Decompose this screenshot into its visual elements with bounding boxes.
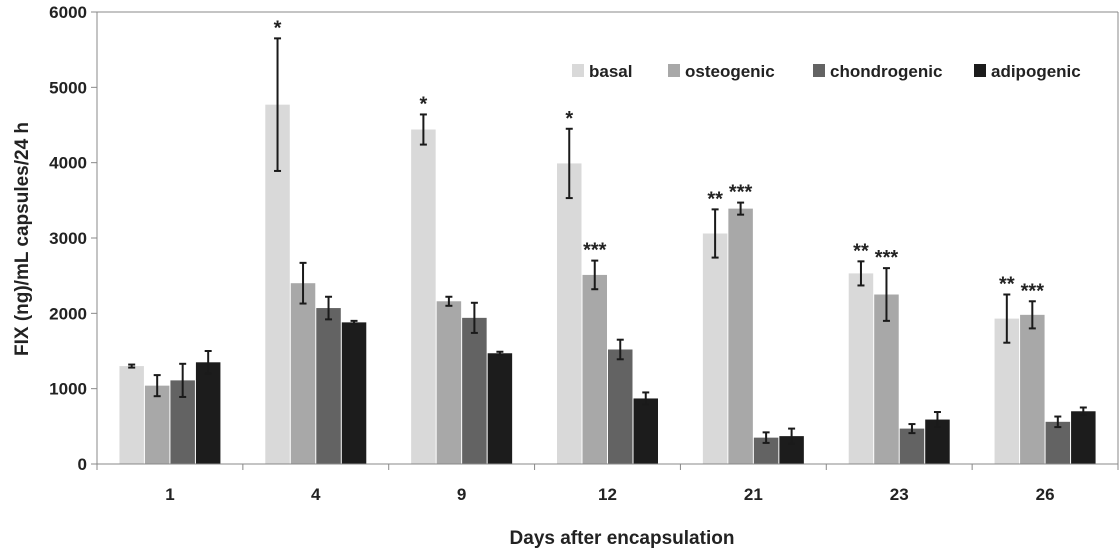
axes: 0 1000 2000 3000 4000 5000 6000 1 4 9 12 21 23 26 — [49, 3, 1119, 504]
bar-chondrogenic — [608, 349, 633, 464]
x-axis-title: Days after encapsulation — [510, 528, 735, 549]
legend-swatch-basal — [572, 64, 584, 77]
bar-chondrogenic — [899, 428, 925, 464]
bar-basal — [411, 129, 436, 464]
x-tick-label: 21 — [744, 485, 763, 504]
y-tick-label: 0 — [78, 455, 87, 474]
y-tick-label: 3000 — [49, 229, 87, 248]
significance-label: *** — [583, 240, 607, 262]
plot-area: ********************* — [119, 17, 1096, 465]
bar-chondrogenic — [462, 317, 487, 464]
y-tick-label: 1000 — [49, 380, 87, 399]
significance-label: * — [274, 17, 282, 39]
x-tick-label: 9 — [457, 485, 466, 504]
bar-osteogenic — [728, 208, 753, 464]
legend-swatch-chondrogenic — [813, 64, 825, 77]
x-tick-label: 23 — [890, 485, 909, 504]
bar-basal — [702, 233, 728, 464]
y-tick-label: 4000 — [49, 154, 87, 173]
x-tick-label: 1 — [165, 485, 174, 504]
bar-osteogenic — [144, 385, 170, 464]
bar-basal — [848, 273, 874, 464]
significance-label: ** — [999, 274, 1015, 296]
bar-chondrogenic — [316, 308, 341, 464]
legend-label: osteogenic — [685, 62, 775, 81]
bar-adipogenic — [341, 322, 367, 464]
significance-label: *** — [729, 182, 753, 204]
legend-label: chondrogenic — [830, 62, 942, 81]
x-tick-label: 12 — [598, 485, 617, 504]
bar-adipogenic — [195, 362, 221, 464]
bar-osteogenic — [874, 294, 899, 464]
significance-label: *** — [875, 247, 899, 269]
bar-osteogenic — [290, 283, 316, 464]
legend: basal osteogenic chondrogenic adipogenic — [572, 62, 1081, 81]
significance-label: * — [565, 108, 573, 130]
bar-osteogenic — [1020, 314, 1045, 464]
bar-adipogenic — [1071, 411, 1096, 464]
bar-basal — [557, 163, 582, 465]
significance-label: * — [419, 93, 427, 115]
x-tick-label: 26 — [1036, 485, 1055, 504]
y-tick-label: 6000 — [49, 3, 87, 22]
bar-basal — [119, 366, 144, 464]
bar-osteogenic — [436, 301, 462, 464]
bar-adipogenic — [633, 398, 658, 464]
y-tick-label: 5000 — [49, 78, 87, 97]
bar-osteogenic — [582, 274, 607, 464]
legend-label: adipogenic — [991, 62, 1081, 81]
legend-swatch-osteogenic — [668, 64, 680, 77]
significance-label: ** — [707, 188, 723, 210]
significance-label: *** — [1021, 280, 1045, 302]
significance-label: ** — [853, 240, 869, 262]
y-axis-title: FIX (ng)/mL capsules/24 h — [12, 122, 33, 356]
y-tick-label: 2000 — [49, 304, 87, 323]
bar-adipogenic — [487, 353, 513, 464]
legend-swatch-adipogenic — [974, 64, 986, 77]
bar-chondrogenic — [1045, 421, 1071, 464]
legend-label: basal — [589, 62, 632, 81]
x-tick-label: 4 — [311, 485, 321, 504]
